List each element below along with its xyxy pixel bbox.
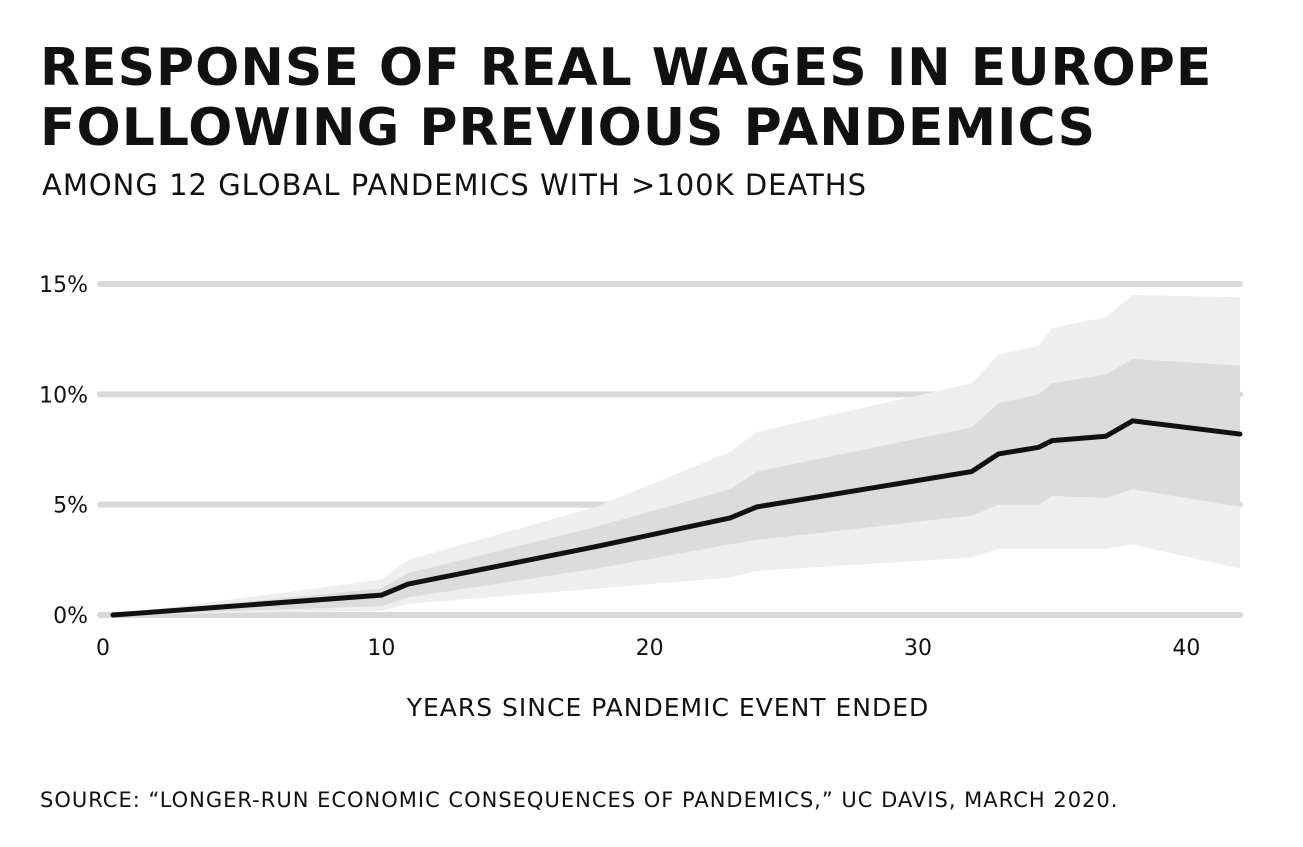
y-tick-label: 0%	[53, 604, 88, 629]
y-axis-ticks: 0% 5% 10% 15%	[39, 273, 88, 629]
x-tick-label: 0	[96, 636, 110, 661]
x-axis-ticks: 0 10 20 30 40	[96, 636, 1200, 661]
x-tick-label: 10	[367, 636, 395, 661]
chart-title: RESPONSE OF REAL WAGES IN EUROPE FOLLOWI…	[40, 38, 1213, 158]
chart-subtitle: AMONG 12 GLOBAL PANDEMICS WITH >100K DEA…	[42, 168, 868, 202]
inner-confidence-band	[113, 359, 1240, 615]
x-tick-label: 20	[636, 636, 664, 661]
x-tick-label: 40	[1172, 636, 1200, 661]
y-tick-label: 15%	[39, 273, 88, 298]
x-tick-label: 30	[904, 636, 932, 661]
source-note: SOURCE: “LONGER-RUN ECONOMIC CONSEQUENCE…	[40, 788, 1119, 812]
estimate-line-layer	[110, 418, 1243, 618]
outer-confidence-band	[113, 295, 1240, 615]
y-tick-label: 5%	[53, 494, 88, 519]
y-tick-label: 10%	[39, 383, 88, 408]
estimate-line	[110, 418, 1243, 618]
x-axis-label: YEARS SINCE PANDEMIC EVENT ENDED	[406, 693, 930, 722]
confidence-bands	[113, 295, 1240, 615]
